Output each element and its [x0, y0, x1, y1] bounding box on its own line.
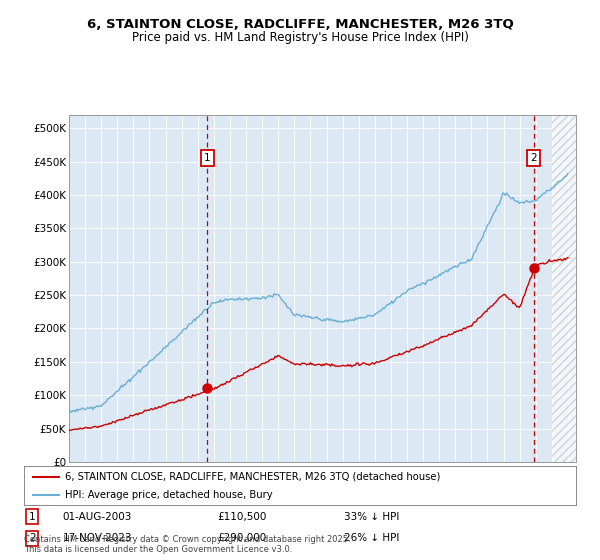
Text: 17-NOV-2023: 17-NOV-2023: [62, 533, 132, 543]
Text: 1: 1: [29, 512, 35, 522]
Text: 2: 2: [29, 533, 35, 543]
Text: HPI: Average price, detached house, Bury: HPI: Average price, detached house, Bury: [65, 489, 273, 500]
Text: £290,000: £290,000: [217, 533, 266, 543]
Text: 2: 2: [530, 153, 537, 163]
Text: 33% ↓ HPI: 33% ↓ HPI: [344, 512, 400, 522]
Text: Contains HM Land Registry data © Crown copyright and database right 2025.
This d: Contains HM Land Registry data © Crown c…: [24, 535, 350, 554]
Text: 6, STAINTON CLOSE, RADCLIFFE, MANCHESTER, M26 3TQ (detached house): 6, STAINTON CLOSE, RADCLIFFE, MANCHESTER…: [65, 472, 441, 482]
Bar: [552, 115, 600, 462]
Text: £110,500: £110,500: [217, 512, 266, 522]
Text: 1: 1: [204, 153, 211, 163]
Text: 26% ↓ HPI: 26% ↓ HPI: [344, 533, 400, 543]
Text: 6, STAINTON CLOSE, RADCLIFFE, MANCHESTER, M26 3TQ: 6, STAINTON CLOSE, RADCLIFFE, MANCHESTER…: [86, 18, 514, 31]
Text: 01-AUG-2003: 01-AUG-2003: [62, 512, 132, 522]
Text: Price paid vs. HM Land Registry's House Price Index (HPI): Price paid vs. HM Land Registry's House …: [131, 31, 469, 44]
